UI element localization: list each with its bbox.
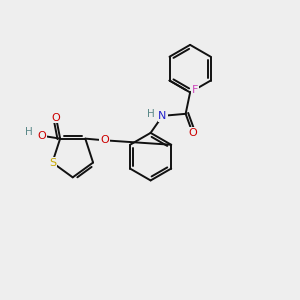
Text: O: O (100, 135, 109, 145)
Text: O: O (188, 128, 197, 138)
Text: O: O (37, 131, 46, 141)
Text: H: H (147, 110, 155, 119)
Text: O: O (52, 112, 60, 123)
Text: S: S (49, 158, 56, 168)
Text: H: H (25, 127, 33, 137)
Text: N: N (158, 111, 167, 121)
Text: F: F (192, 85, 198, 95)
